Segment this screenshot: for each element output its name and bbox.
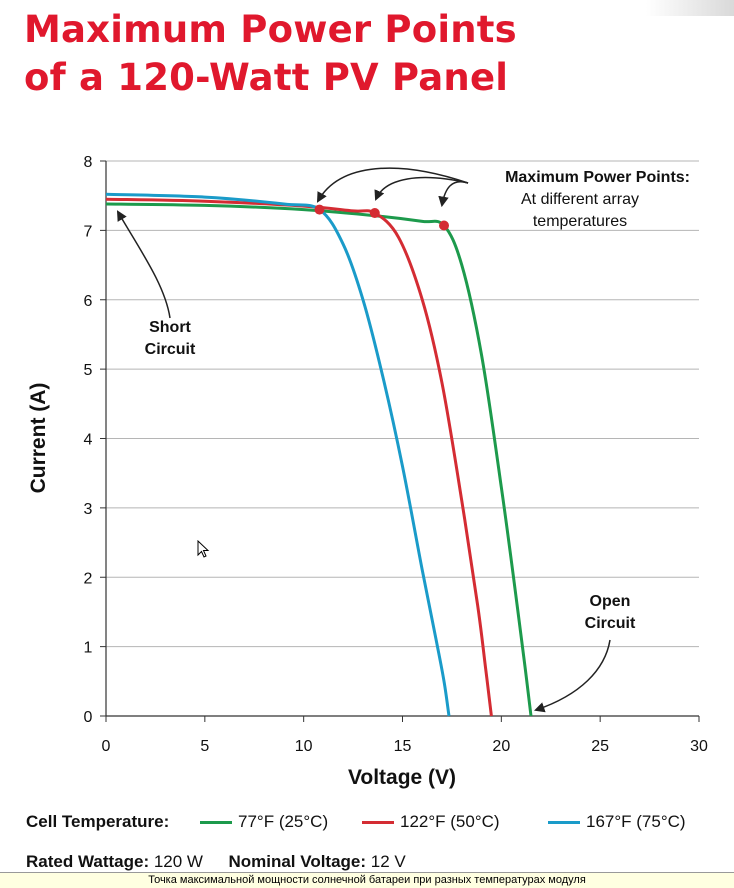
window-top-strip — [0, 0, 734, 16]
max-power-points — [314, 204, 450, 231]
chart-series — [105, 192, 533, 717]
x-tick-label-10: 10 — [295, 738, 313, 755]
iv-curve-chart: 0 5 10 15 20 25 30 0 1 2 3 4 5 6 7 8 Maximum Power Poi… — [27, 154, 708, 789]
mpp-point-25c — [439, 220, 450, 231]
x-tick-label-5: 5 — [200, 738, 209, 755]
short-circuit-arrow — [116, 210, 171, 319]
mpp-point-50c — [369, 208, 380, 219]
chart-title-line-1: Maximum Power Points — [24, 8, 517, 51]
mpp-point-75c — [314, 204, 325, 215]
y-tick-labels: 0 1 2 3 4 5 6 7 8 — [84, 154, 106, 726]
mpp-arrow-25c — [438, 181, 469, 208]
legend-swatch-50c — [362, 820, 394, 824]
mpp-annotation-title: Maximum Power Points: — [505, 169, 690, 186]
open-circuit-arrow — [534, 639, 611, 713]
legend-title: Cell Temperature: — [26, 812, 170, 831]
iv-curve-25c — [105, 202, 533, 717]
y-tick-label-6: 6 — [84, 293, 93, 310]
y-tick-label-2: 2 — [84, 570, 93, 587]
legend-label-25c: 77°F (25°C) — [238, 812, 329, 831]
chart-title-line-2: of a 120-Watt PV Panel — [24, 56, 509, 99]
image-caption-tooltip: Точка максимальной мощности солнечной ба… — [0, 872, 734, 888]
mpp-annotation-line-3: temperatures — [533, 213, 627, 230]
y-tick-label-7: 7 — [84, 223, 93, 240]
annotation-arrows — [116, 167, 611, 713]
mouse-pointer-icon — [197, 540, 210, 558]
y-tick-label-0: 0 — [84, 709, 93, 726]
rated-wattage-label: Rated Wattage: — [26, 852, 150, 871]
x-axis-title: Voltage (V) — [348, 766, 456, 789]
iv-curve-75c — [105, 192, 451, 717]
mpp-arrow-75c — [316, 167, 469, 203]
legend-item-25c: 77°F (25°C) — [200, 812, 328, 832]
panel-specs: Rated Wattage: 120 W Nominal Voltage: 12… — [26, 852, 406, 872]
y-axis-title: Current (A) — [27, 383, 50, 494]
rated-wattage-value: 120 W — [153, 852, 203, 871]
y-tick-label-1: 1 — [84, 640, 93, 657]
mpp-arrow-50c — [374, 176, 469, 201]
x-tick-label-15: 15 — [394, 738, 412, 755]
open-circuit-label-2: Circuit — [585, 615, 636, 632]
mpp-annotation-line-2: At different array — [521, 191, 639, 208]
y-tick-label-3: 3 — [84, 501, 93, 518]
y-tick-label-8: 8 — [84, 154, 93, 171]
legend-item-75c: 167°F (75°C) — [548, 812, 686, 832]
short-circuit-label-1: Short — [149, 319, 191, 336]
legend-label-75c: 167°F (75°C) — [586, 812, 686, 831]
nominal-voltage-label: Nominal Voltage: — [228, 852, 367, 871]
chart-grid — [106, 160, 699, 648]
x-tick-label-25: 25 — [591, 738, 609, 755]
y-tick-label-4: 4 — [84, 432, 93, 449]
x-tick-label-30: 30 — [690, 738, 708, 755]
iv-curve-50c — [105, 197, 493, 717]
x-tick-label-0: 0 — [102, 738, 111, 755]
y-tick-label-5: 5 — [84, 362, 93, 379]
legend-label-50c: 122°F (50°C) — [400, 812, 500, 831]
legend-swatch-75c — [548, 820, 580, 824]
open-circuit-label-1: Open — [590, 593, 631, 610]
x-tick-labels: 0 5 10 15 20 25 30 — [102, 716, 708, 755]
nominal-voltage-value: 12 V — [370, 852, 406, 871]
short-circuit-label-2: Circuit — [145, 341, 196, 358]
legend-swatch-25c — [200, 820, 232, 824]
x-tick-label-20: 20 — [492, 738, 510, 755]
legend-item-50c: 122°F (50°C) — [362, 812, 500, 832]
